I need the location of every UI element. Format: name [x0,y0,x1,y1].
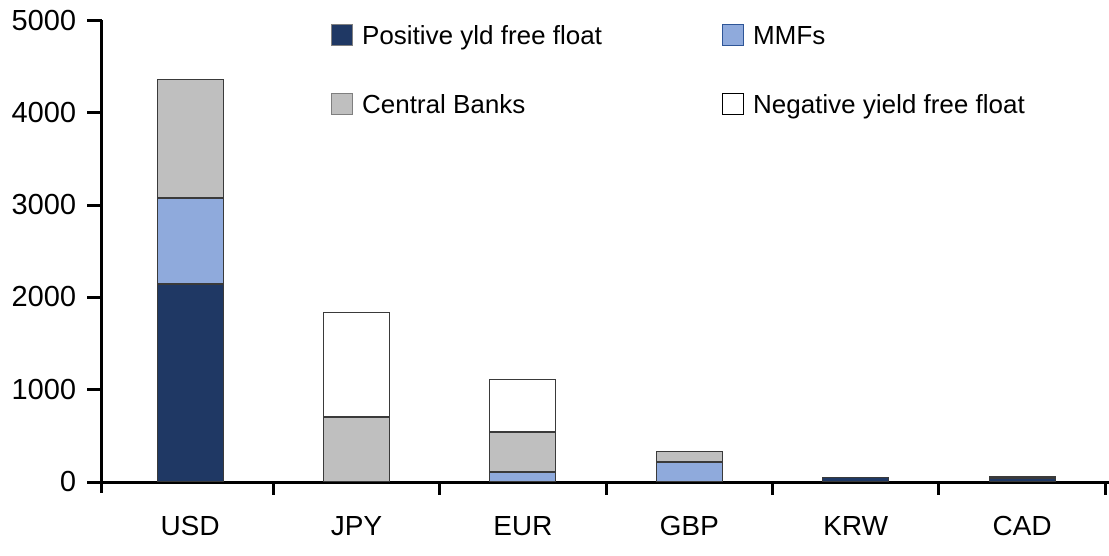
bar-segment-gbp-mmfs [655,462,723,482]
bar-segment-usd-positive-yld-free-float [156,283,224,482]
x-axis-category-label: GBP [659,510,719,541]
legend-item-mmfs: MMFs [722,22,825,48]
y-axis-tick-label: 5000 [11,4,76,37]
bar-segment-krw-positive-yld-free-float [822,477,890,482]
x-axis-tick [1103,484,1107,495]
legend-label-mmfs: MMFs [753,20,826,50]
y-axis-tick-label: 0 [59,466,76,498]
legend-swatch-positive-yld-free-float [331,24,353,46]
bar-segment-eur-mmfs [489,471,557,482]
y-axis-tick-label: 2000 [11,281,76,314]
legend-item-negative-yield-free-float: Negative yield free float [722,91,1025,117]
y-axis-tick [87,203,102,207]
legend-label-central-banks: Central Banks [362,89,526,119]
x-axis-category-label: USD [160,510,220,541]
x-axis-tick [937,484,941,495]
legend-label-positive-yld-free-float: Positive yld free float [362,20,602,50]
y-axis-line [100,19,103,493]
x-axis-category-label: KRW [823,510,888,541]
x-axis-line [100,480,1109,484]
bar-segment-eur-negative-yield-free-float [489,378,557,433]
bar-segment-cad-central-banks [988,475,1056,479]
legend-swatch-mmfs [722,24,744,46]
y-axis-tick-label: 1000 [11,373,76,406]
x-axis-category-label: JPY [330,510,383,541]
y-axis-tick-label: 3000 [11,189,76,222]
x-axis-tick [770,484,774,495]
x-axis-category-label: CAD [992,510,1052,541]
y-axis-tick [87,19,102,22]
bar-segment-jpy-negative-yield-free-float [322,312,390,418]
bar-segment-usd-central-banks [156,78,224,198]
legend-swatch-central-banks [331,93,353,115]
y-axis-tick [87,388,102,392]
x-axis-tick [271,484,275,495]
bar-segment-eur-central-banks [489,432,557,472]
bar-segment-cad-positive-yld-free-float [988,478,1056,482]
legend-swatch-negative-yield-free-float [722,93,744,115]
y-axis-tick [87,111,102,115]
legend-label-negative-yield-free-float: Negative yield free float [753,89,1025,119]
x-axis-tick [438,484,442,495]
bar-segment-usd-mmfs [156,197,224,284]
bar-segment-jpy-central-banks [322,417,390,482]
y-axis-tick-label: 4000 [11,96,76,129]
legend-item-positive-yld-free-float: Positive yld free float [331,22,602,48]
bar-segment-gbp-central-banks [655,450,723,463]
legend-item-central-banks: Central Banks [331,91,525,117]
x-axis-tick [604,484,608,495]
y-axis-tick [87,295,102,299]
x-axis-category-label: EUR [493,510,553,541]
y-axis-tick [87,480,102,484]
